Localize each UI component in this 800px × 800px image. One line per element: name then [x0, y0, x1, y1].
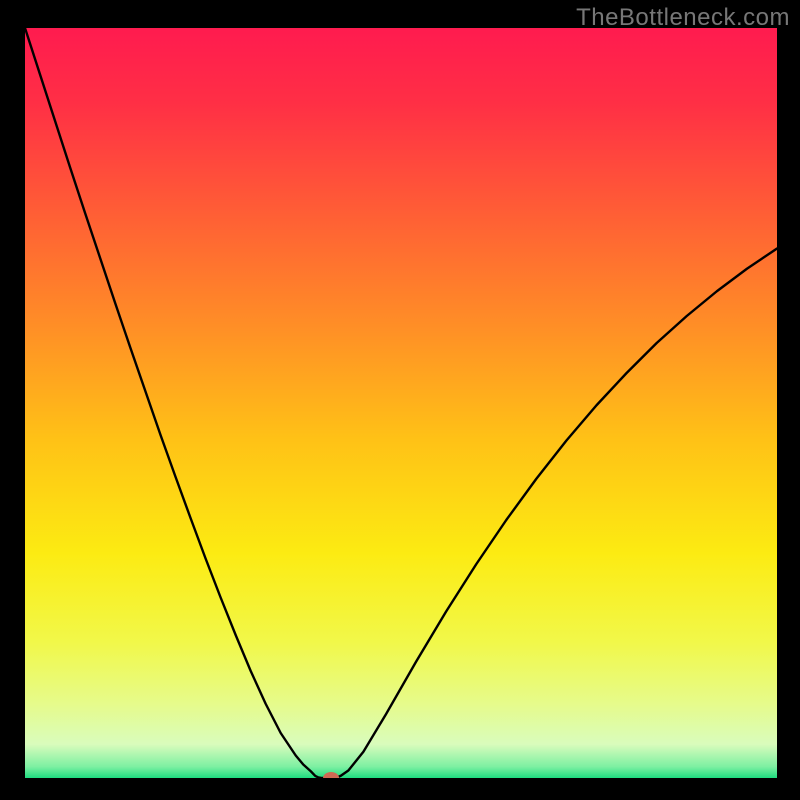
watermark-label: TheBottleneck.com	[576, 4, 790, 32]
chart-frame: TheBottleneck.com	[0, 0, 800, 800]
plot-background	[25, 28, 777, 778]
plot-svg	[25, 28, 777, 778]
plot-area	[25, 28, 777, 778]
